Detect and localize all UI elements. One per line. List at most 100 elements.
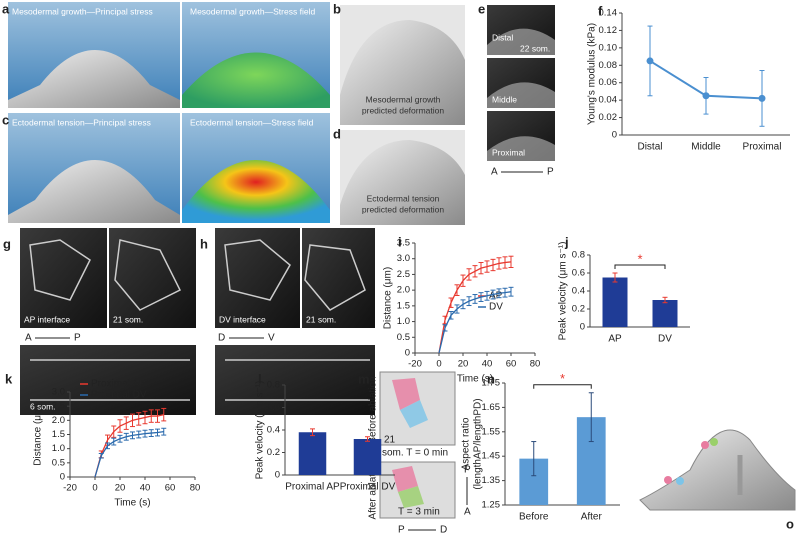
- y-tick-label: 0: [275, 470, 280, 481]
- panel-label: i: [398, 234, 402, 249]
- y-tick-label: 0: [405, 348, 410, 359]
- y-tick-label: 0.2: [572, 304, 585, 315]
- panel-label: e: [478, 1, 485, 16]
- panel-label: m: [358, 371, 370, 386]
- caption: 21 som.: [306, 314, 336, 324]
- panel-label: n: [487, 371, 495, 386]
- image: [224, 239, 370, 401]
- x-tick-label: After: [581, 512, 603, 523]
- y-tick-label: 1.0: [397, 316, 410, 327]
- y-tick-label: 0.08: [599, 60, 618, 71]
- line: [94, 414, 164, 478]
- marker: [702, 92, 710, 100]
- x-axis-label: Time (s): [114, 498, 150, 509]
- x-tick-label: AP: [608, 334, 622, 345]
- x-tick-label: Distal: [637, 142, 662, 153]
- x-tick-label: -20: [63, 483, 77, 494]
- y-axis-label: Distance (μm): [383, 267, 394, 329]
- y-axis-label: (lengthAP/lengthPD): [473, 398, 484, 489]
- caption: Ectodermal tension: [367, 193, 440, 203]
- image: [215, 345, 375, 415]
- y-axis-label: Young's modulus (kPa): [587, 23, 598, 125]
- panel-c: c Ectodermal tension—Principal stress Ec…: [2, 112, 330, 223]
- y-tick-label: 3.0: [52, 387, 65, 398]
- x-tick-label: 20: [115, 483, 126, 494]
- caption: 21: [384, 435, 396, 446]
- caption: Before ablation: [368, 376, 379, 443]
- line: [94, 431, 164, 478]
- y-tick-label: 2.5: [52, 401, 65, 412]
- caption: Mesodermal growth: [366, 94, 441, 104]
- caption: 21 som.: [113, 314, 143, 324]
- significance-label: *: [560, 371, 565, 386]
- x-tick-label: 0: [436, 359, 441, 370]
- y-tick-label: 3.0: [397, 253, 410, 264]
- panel-label: j: [564, 234, 569, 249]
- y-tick-label: 0.5: [52, 457, 65, 468]
- image: [8, 160, 180, 223]
- y-tick-label: 0.4: [572, 286, 585, 297]
- y-tick-label: 0.10: [599, 42, 618, 53]
- bar: [353, 439, 382, 475]
- y-tick-label: 0.4: [267, 425, 280, 436]
- cell: [676, 477, 684, 485]
- image: [400, 400, 428, 428]
- y-tick-label: 0: [60, 472, 65, 483]
- x-tick-label: 0: [92, 483, 97, 494]
- panel-label: a: [2, 1, 10, 16]
- y-tick-label: 1.65: [482, 402, 501, 413]
- y-tick-label: 1.75: [482, 378, 501, 389]
- caption: som. T = 0 min: [382, 448, 448, 459]
- caption: Ectodermal tension—Stress field: [190, 117, 314, 127]
- y-tick-label: 0.8: [572, 250, 585, 261]
- caption: predicted deformation: [362, 105, 444, 115]
- image: [109, 228, 196, 328]
- caption: Proximal: [492, 147, 525, 157]
- y-tick-label: 3.5: [397, 238, 410, 249]
- image: [20, 345, 196, 415]
- panel-label: o: [786, 516, 794, 531]
- y-tick-label: 2.0: [52, 415, 65, 426]
- y-tick-label: 0.14: [599, 8, 618, 19]
- axis-label: D: [440, 525, 447, 536]
- x-tick-label: 80: [530, 359, 541, 370]
- y-tick-label: 1.5: [52, 429, 65, 440]
- legend-label: AP: [489, 291, 503, 302]
- y-tick-label: 1.0: [52, 443, 65, 454]
- x-tick-label: 40: [482, 359, 493, 370]
- y-tick-label: 1.55: [482, 426, 501, 437]
- axis-label: P: [74, 333, 81, 344]
- panel-o: o: [639, 429, 796, 531]
- axis-label: A: [491, 167, 498, 178]
- cell: [664, 476, 672, 484]
- caption: Middle: [492, 94, 517, 104]
- y-tick-label: 2.0: [397, 285, 410, 296]
- legend-label: DV: [489, 302, 503, 313]
- x-tick-label: Proximal DV: [340, 482, 396, 493]
- y-tick-label: 1.25: [482, 500, 501, 511]
- panel-g: g AP interface 21 som. A P 6 som.: [3, 228, 196, 415]
- y-tick-label: 0.6: [572, 268, 585, 279]
- panel-label: b: [333, 1, 341, 16]
- caption: Distal: [492, 32, 513, 42]
- caption: Mesodermal growth—Stress field: [190, 6, 315, 16]
- axis-label: A: [464, 507, 471, 518]
- significance-label: *: [637, 251, 642, 266]
- caption: AP interface: [24, 314, 70, 324]
- y-tick-label: 1.5: [397, 300, 410, 311]
- x-tick-label: DV: [658, 334, 672, 345]
- y-tick-label: 0: [612, 130, 617, 141]
- image: [392, 466, 418, 492]
- panel-label: g: [3, 236, 11, 251]
- x-tick-label: Proximal: [743, 142, 782, 153]
- caption: Mesodermal growth—Principal stress: [12, 6, 153, 16]
- image: [215, 228, 300, 328]
- x-tick-label: 20: [458, 359, 469, 370]
- axis-label: D: [218, 333, 225, 344]
- image: [340, 140, 465, 225]
- y-tick-label: 0.02: [599, 112, 618, 123]
- axis-label: V: [268, 333, 275, 344]
- image: [340, 20, 465, 125]
- panel-m: m Before ablation 21 som. T = 0 min Afte…: [358, 371, 471, 535]
